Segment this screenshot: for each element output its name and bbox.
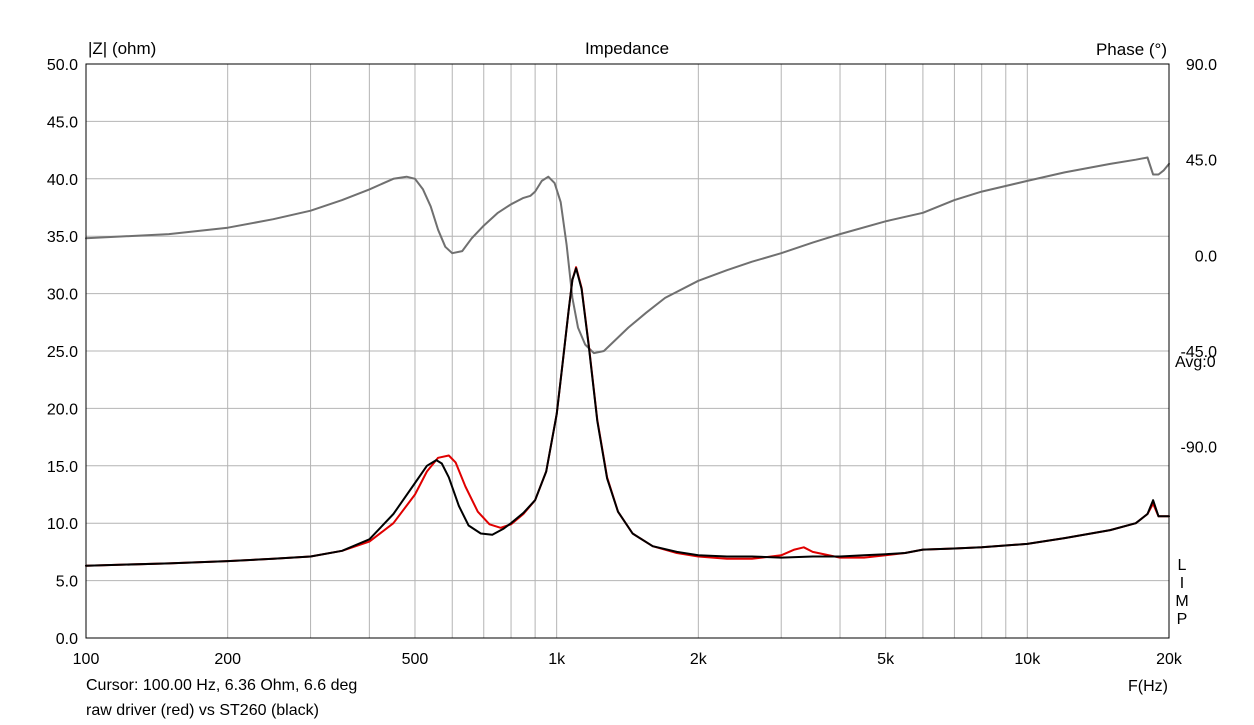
x-axis-label: F(Hz) (1128, 678, 1168, 695)
y-right-tick-label: 0.0 (1195, 248, 1217, 265)
tick-labels: 100 200 500 1k 2k 5k 10k 20k 0.0 5.0 10.0 15.0 20.0 2… (47, 57, 1217, 668)
y-right-tick-label: 90.0 (1186, 57, 1217, 74)
series-group (85, 156, 1170, 567)
plot-frame (85, 63, 1170, 639)
side-letter: L (1178, 557, 1187, 574)
side-letter: P (1177, 611, 1188, 628)
x-tick-label: 20k (1156, 651, 1183, 668)
y-left-tick-label: 10.0 (47, 516, 78, 533)
y-axis-left-label: |Z| (ohm) (88, 39, 156, 58)
y-right-tick-label: 45.0 (1186, 153, 1217, 170)
x-tick-label: 200 (214, 651, 241, 668)
legend-caption: raw driver (red) vs ST260 (black) (86, 702, 319, 719)
avg-annotation: Avg:0 (1175, 354, 1216, 371)
y-left-tick-label: 30.0 (47, 287, 78, 304)
y-left-tick-label: 15.0 (47, 459, 78, 476)
y-right-tick-label: -45.0 (1181, 344, 1218, 361)
side-letter: M (1175, 593, 1188, 610)
y-axis-right-label: Phase (°) (1096, 40, 1167, 59)
x-tick-label: 5k (877, 651, 895, 668)
y-left-tick-label: 0.0 (56, 631, 78, 648)
y-left-tick-label: 20.0 (47, 401, 78, 418)
y-left-tick-label: 25.0 (47, 344, 78, 361)
x-tick-label: 2k (690, 651, 708, 668)
side-letter: I (1180, 575, 1184, 592)
chart-title: Impedance (585, 39, 669, 58)
x-tick-label: 10k (1014, 651, 1041, 668)
y-left-tick-label: 40.0 (47, 172, 78, 189)
grid (86, 64, 1169, 638)
y-right-tick-label: -90.0 (1181, 440, 1218, 457)
series-line-phase (85, 156, 1170, 355)
y-left-tick-label: 35.0 (47, 229, 78, 246)
y-left-tick-label: 50.0 (47, 57, 78, 74)
y-left-tick-label: 5.0 (56, 574, 78, 591)
x-tick-label: 100 (73, 651, 100, 668)
x-tick-label: 500 (402, 651, 429, 668)
series-line-black (85, 267, 1170, 567)
cursor-readout: Cursor: 100.00 Hz, 6.36 Ohm, 6.6 deg (86, 677, 358, 694)
y-left-tick-label: 45.0 (47, 114, 78, 131)
x-tick-label: 1k (548, 651, 566, 668)
